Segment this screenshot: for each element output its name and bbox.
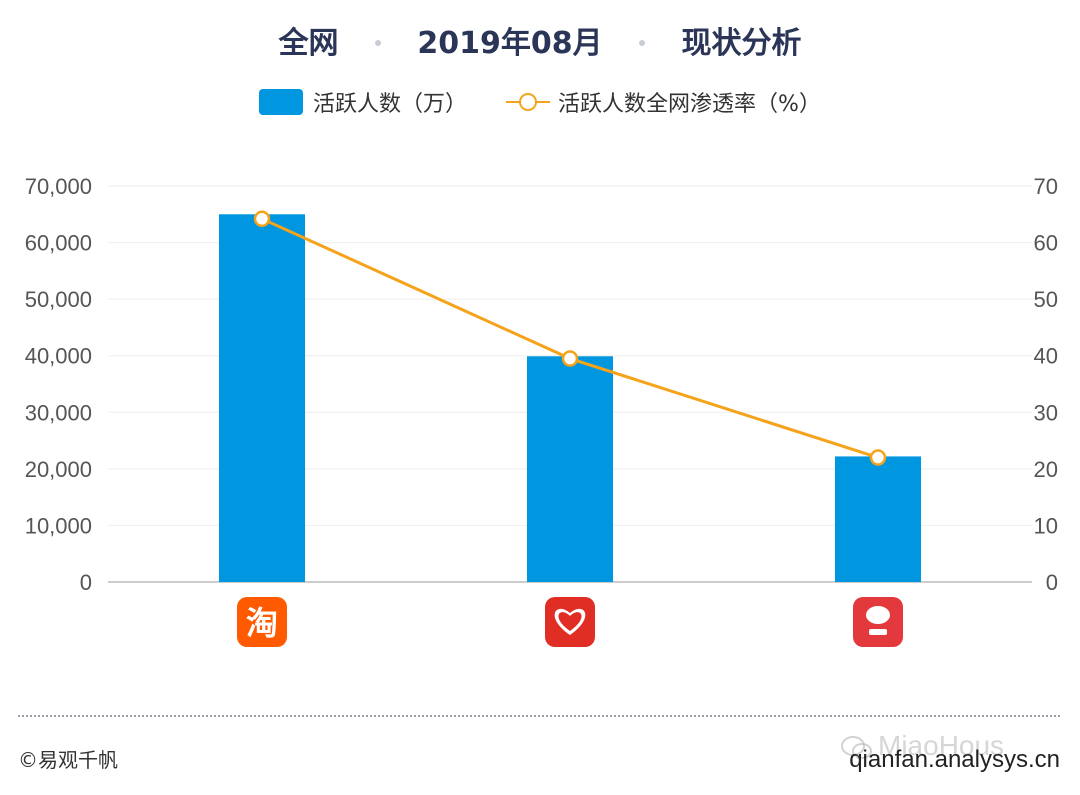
y-left-tick-label: 30,000 [25, 400, 92, 425]
site-url[interactable]: qianfan.analysys.cn [849, 746, 1060, 773]
y-left-tick-label: 0 [80, 570, 92, 595]
copyright-text: ©易观千帆 [18, 748, 118, 772]
y-right-tick-label: 60 [1034, 231, 1058, 256]
taobao-app-icon: 淘 [237, 597, 287, 647]
legend-item-bars[interactable]: 活跃人数（万） [259, 86, 467, 118]
line-point [869, 449, 887, 466]
title-scope: 全网 [278, 26, 339, 61]
bar [219, 214, 305, 583]
line-point [253, 210, 271, 228]
icon-glyph: 淘 [246, 604, 278, 642]
title-separator-dot [639, 39, 646, 46]
y-left-tick-label: 60,000 [25, 231, 92, 256]
line-point [561, 350, 579, 367]
y-right-tick-label: 10 [1034, 513, 1058, 538]
y-left-tick-label: 10,000 [25, 513, 92, 538]
chart-title: 全网 2019年08月 现状分析 [0, 18, 1080, 62]
footer-divider [18, 715, 1060, 717]
y-right-tick-label: 40 [1034, 344, 1058, 369]
heart-inner [558, 612, 582, 631]
watermark-text: MiaoHous [878, 730, 1005, 761]
legend-bar-swatch [259, 89, 304, 115]
dog-head [866, 606, 890, 624]
chart-legend: 活跃人数（万） 活跃人数全网渗透率（%） [0, 86, 1080, 121]
y-right-tick-label: 0 [1046, 570, 1058, 595]
legend-bar-label: 活跃人数（万） [313, 92, 468, 117]
legend-item-line[interactable]: 活跃人数全网渗透率（%） [506, 86, 821, 118]
bar [835, 456, 921, 582]
y-right-tick-label: 50 [1034, 287, 1058, 312]
label-bar [869, 629, 887, 635]
y-right-tick-label: 70 [1034, 174, 1058, 199]
y-left-tick-label: 70,000 [25, 174, 92, 199]
title-date: 2019年08月 [417, 26, 603, 61]
y-right-tick-label: 30 [1034, 400, 1058, 425]
chart-plot: 0 10,000 20,000 30,000 40,000 50,000 60,000 70,… [25, 174, 1058, 647]
wechat-watermark-icon [841, 736, 872, 759]
y-left-tick-label: 40,000 [25, 344, 92, 369]
title-separator-dot [374, 39, 381, 46]
legend-line-swatch [506, 93, 551, 111]
y-right-tick-label: 20 [1034, 457, 1058, 482]
bar [527, 356, 613, 582]
icon-bg [237, 597, 287, 647]
legend-line-label: 活跃人数全网渗透率（%） [558, 92, 821, 117]
pinduoduo-app-icon [545, 597, 595, 647]
y-left-tick-label: 20,000 [25, 457, 92, 482]
y-left-tick-label: 50,000 [25, 287, 92, 312]
title-subject: 现状分析 [681, 26, 802, 61]
jd-app-icon [853, 597, 903, 647]
